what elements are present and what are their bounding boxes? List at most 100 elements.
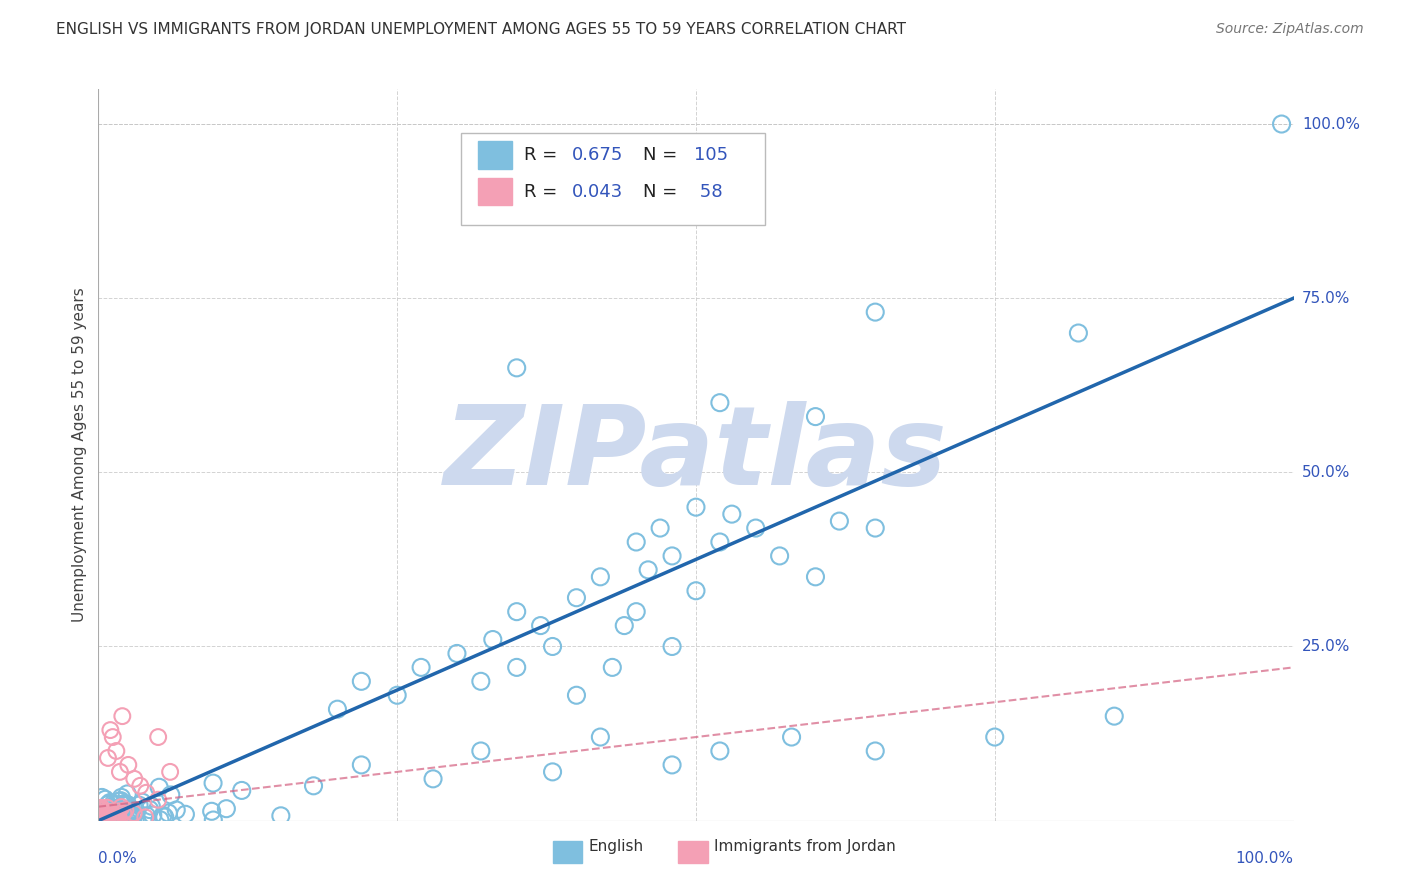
Point [541, 764, 564, 779]
Point [114, 803, 136, 817]
Point [626, 605, 648, 619]
Bar [678, 841, 709, 863]
Point [97, 751, 120, 765]
Point [101, 730, 124, 744]
Point [135, 786, 157, 800]
Point [103, 814, 125, 828]
Point [122, 808, 145, 822]
Text: 50.0%: 50.0% [1302, 465, 1350, 480]
Text: N =: N = [644, 146, 683, 164]
Point [661, 758, 683, 772]
Point [122, 807, 145, 822]
Point [613, 618, 636, 632]
Point [721, 507, 744, 521]
Text: 100.0%: 100.0% [1236, 851, 1294, 866]
Text: R =: R = [524, 146, 562, 164]
Point [709, 535, 731, 549]
Point [153, 810, 176, 824]
Point [506, 660, 529, 674]
Point [124, 772, 146, 786]
Point [110, 794, 132, 808]
Point [96, 813, 118, 827]
Point [128, 798, 150, 813]
Point [385, 688, 409, 702]
Point [470, 744, 492, 758]
Text: Source: ZipAtlas.com: Source: ZipAtlas.com [1216, 22, 1364, 37]
Point [117, 798, 139, 813]
Point [302, 779, 325, 793]
Text: 25.0%: 25.0% [1302, 639, 1350, 654]
Point [142, 808, 165, 822]
Text: 0.043: 0.043 [572, 183, 623, 201]
Point [422, 772, 444, 786]
Point [661, 640, 683, 654]
Point [87, 801, 110, 815]
Point [112, 797, 135, 811]
Point [114, 804, 136, 818]
Point [148, 780, 170, 795]
Point [129, 779, 152, 793]
Point [350, 758, 373, 772]
Point [231, 783, 253, 797]
Point [138, 803, 160, 817]
Point [91, 790, 114, 805]
Point [121, 812, 143, 826]
Point [215, 802, 238, 816]
Point [589, 570, 612, 584]
Point [141, 799, 163, 814]
Text: Immigrants from Jordan: Immigrants from Jordan [714, 838, 896, 854]
Point [135, 809, 157, 823]
Point [565, 591, 588, 605]
Point [105, 811, 128, 825]
Point [648, 521, 672, 535]
Text: 75.0%: 75.0% [1302, 291, 1350, 306]
Point [98, 796, 121, 810]
Point [93, 806, 115, 821]
Point [112, 806, 135, 821]
Point [110, 800, 132, 814]
Point [202, 813, 225, 827]
Point [270, 809, 292, 823]
Point [626, 535, 648, 549]
Point [152, 808, 174, 822]
Point [589, 730, 612, 744]
Point [108, 764, 131, 779]
Text: 0.0%: 0.0% [98, 851, 138, 866]
Point [94, 810, 117, 824]
Text: English: English [589, 838, 644, 854]
Point [602, 660, 624, 674]
Point [201, 805, 224, 819]
Text: N =: N = [644, 183, 683, 201]
Point [350, 674, 373, 689]
Point [120, 805, 142, 819]
Point [91, 809, 114, 823]
Point [87, 812, 110, 826]
Point [117, 805, 139, 820]
Point [745, 521, 768, 535]
Point [780, 730, 803, 744]
Point [91, 811, 114, 825]
Point [1104, 709, 1126, 723]
Point [90, 810, 112, 824]
Point [98, 723, 122, 737]
Point [506, 360, 529, 375]
Point [134, 810, 156, 824]
FancyBboxPatch shape [461, 133, 765, 225]
Point [685, 500, 707, 515]
Text: ZIPatlas: ZIPatlas [444, 401, 948, 508]
Point [148, 793, 170, 807]
Point [108, 794, 131, 808]
Text: ENGLISH VS IMMIGRANTS FROM JORDAN UNEMPLOYMENT AMONG AGES 55 TO 59 YEARS CORRELA: ENGLISH VS IMMIGRANTS FROM JORDAN UNEMPL… [56, 22, 907, 37]
Point [89, 808, 111, 822]
Point [103, 797, 125, 811]
Point [98, 808, 121, 822]
Point [89, 802, 111, 816]
Point [124, 812, 146, 826]
Point [89, 805, 111, 820]
Point [202, 776, 225, 790]
Point [87, 812, 110, 826]
Point [865, 744, 887, 758]
Point [87, 805, 110, 820]
Point [125, 805, 148, 819]
Point [104, 809, 127, 823]
